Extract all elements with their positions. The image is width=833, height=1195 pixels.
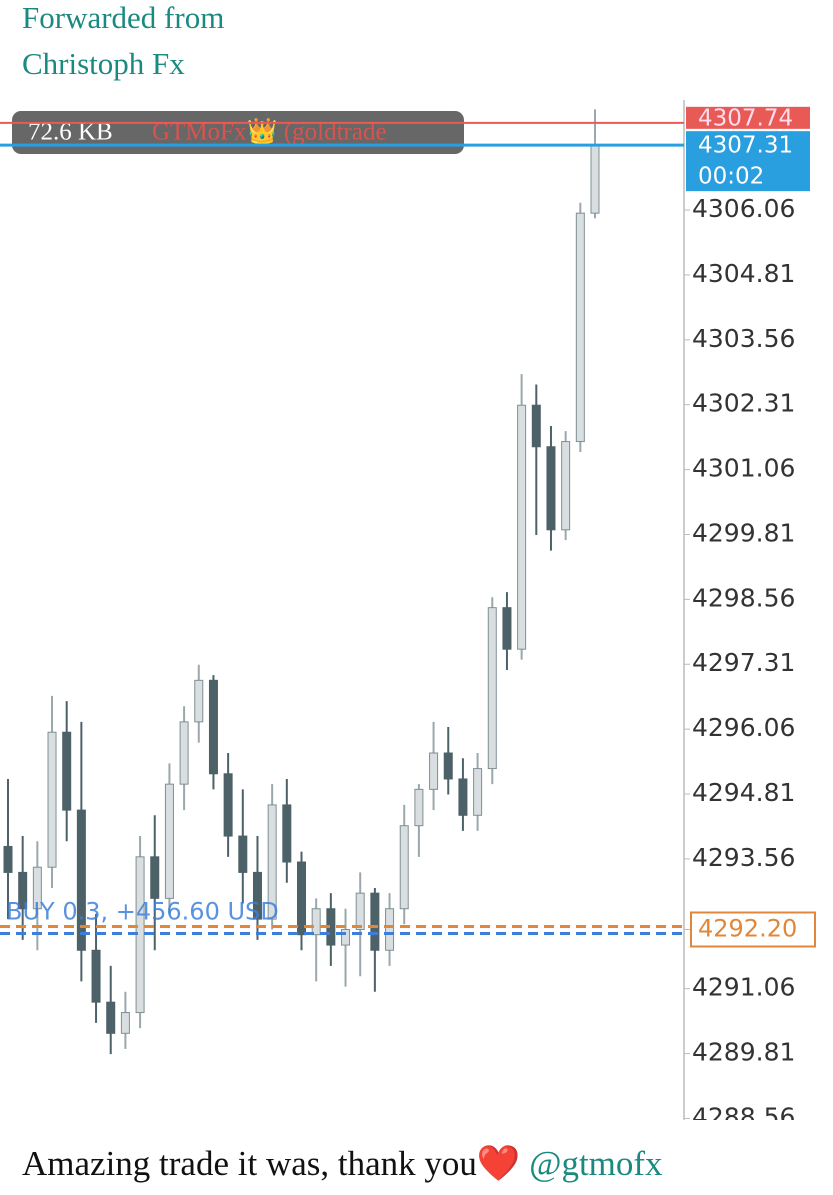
candle-body xyxy=(208,679,218,775)
candle-body xyxy=(47,731,57,868)
candle-body xyxy=(546,446,556,531)
candle-body xyxy=(3,845,13,873)
bid-box xyxy=(686,131,810,192)
candle-body xyxy=(517,404,527,650)
caption: Amazing trade it was, thank you❤️ @gtmof… xyxy=(22,1143,663,1184)
y-tick-label: 4296.06 xyxy=(692,713,795,742)
candle-body xyxy=(370,892,380,951)
candle-body xyxy=(179,721,189,785)
candle-body xyxy=(238,835,248,873)
candle-body xyxy=(76,809,86,951)
candle-body xyxy=(443,752,453,780)
y-tick-label: 4293.56 xyxy=(692,843,795,872)
y-tick-label: 4306.06 xyxy=(692,194,795,223)
media-badge xyxy=(12,111,464,154)
y-tick-label: 4294.81 xyxy=(692,778,795,807)
position-label: BUY 0.3, +456.60 USD xyxy=(6,897,279,925)
bid-countdown: 00:02 xyxy=(698,164,764,190)
y-tick-label: 4299.81 xyxy=(692,518,795,547)
candle-body xyxy=(18,871,28,910)
candle-body xyxy=(355,892,365,930)
candle-body xyxy=(32,866,42,910)
candle-body xyxy=(194,679,204,723)
candle-body xyxy=(297,861,306,936)
candle-body xyxy=(502,607,512,650)
ask-box xyxy=(686,106,810,129)
bid-label: 4307.31 xyxy=(698,133,793,159)
y-tick-label: 4289.81 xyxy=(692,1038,795,1067)
candle-body xyxy=(399,825,409,910)
candle-body xyxy=(252,871,262,920)
y-tick-label: 4302.31 xyxy=(692,389,795,418)
candle-body xyxy=(531,404,541,448)
candle-body xyxy=(341,928,351,946)
candle-body xyxy=(561,441,571,531)
candle-body xyxy=(590,144,600,214)
candle-body xyxy=(91,949,101,1003)
forward-author[interactable]: Christoph Fx xyxy=(22,46,185,81)
candle-body xyxy=(267,804,277,920)
candle-body xyxy=(487,607,497,770)
y-tick-label: 4288.56 xyxy=(692,1102,795,1120)
candle-body xyxy=(62,731,72,811)
y-tick-label: 4304.81 xyxy=(692,259,795,288)
candle-body xyxy=(282,804,292,863)
chart-image[interactable]: BUY 0.3, +456.60 USD 4306.06 4304.81 4303.… xyxy=(0,0,833,1120)
candle-body xyxy=(385,908,395,951)
caption-link[interactable]: @gtmofx xyxy=(529,1144,663,1183)
candle-body xyxy=(164,783,174,899)
caption-text: Amazing trade it was, thank you❤️ xyxy=(22,1144,521,1183)
candle-body xyxy=(150,856,160,899)
y-tick-label: 4298.56 xyxy=(692,583,795,612)
position-box xyxy=(690,911,816,948)
candle-body xyxy=(106,1001,116,1034)
candle-body xyxy=(311,908,321,936)
candle-body xyxy=(429,752,439,790)
candle-body xyxy=(458,778,468,816)
candle-body xyxy=(120,1012,130,1034)
candle-body xyxy=(473,768,483,816)
y-tick-label: 4301.06 xyxy=(692,454,795,483)
y-tick-label: 4291.06 xyxy=(692,973,795,1002)
candle-body xyxy=(223,773,233,837)
y-tick-label: 4297.31 xyxy=(692,648,795,677)
ask-label: 4307.74 xyxy=(698,105,793,131)
candle-body xyxy=(575,212,585,443)
candle-body xyxy=(414,788,424,827)
position-price: 4292.20 xyxy=(698,914,797,942)
forwarded-label: Forwarded from xyxy=(22,0,225,35)
y-tick-label: 4303.56 xyxy=(692,324,795,353)
